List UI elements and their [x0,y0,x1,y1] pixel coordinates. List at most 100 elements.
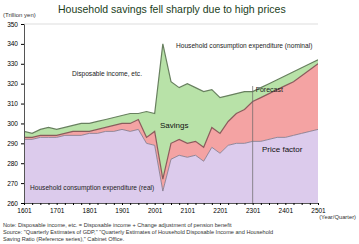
x-tick: 1701 [50,203,65,214]
area-fill [24,129,318,203]
series-label: Household consumption expenditure (nomin… [176,42,312,50]
x-tick-mark [106,203,107,205]
x-tick: 2001 [148,203,163,214]
plot-area [24,44,318,203]
y-tick-label: 300 [7,120,18,127]
x-tick-mark [57,203,58,205]
x-tick [245,203,246,205]
y-tick: 290 [7,140,24,147]
y-tick-mark [21,24,24,25]
x-tick-mark [147,203,148,205]
y-axis-label: (Trillion yen) [3,12,36,18]
y-tick-mark [21,44,24,45]
y-tick: 270 [7,180,24,187]
x-tick-mark [32,203,33,205]
x-tick-mark [285,203,286,205]
x-tick-mark [204,203,205,205]
x-tick-label: 1601 [17,207,32,214]
x-tick [73,203,74,205]
x-tick-mark [49,203,50,205]
y-tick-label: 280 [7,160,18,167]
y-axis: 260 270 280 290 300 310 320 330 340 350 [7,21,24,207]
y-tick-label: 350 [7,21,18,28]
x-tick [130,203,131,205]
y-tick-label: 270 [7,180,18,187]
x-tick [49,203,50,205]
plot-frame [24,24,318,25]
y-tick-mark [21,203,24,204]
x-tick-mark [155,203,156,205]
x-tick [236,203,237,205]
x-tick-mark [179,203,180,205]
y-tick-label: 260 [7,200,18,207]
y-tick: 280 [7,160,24,167]
x-tick [310,203,311,205]
forecast-line [252,86,253,203]
y-tick: 330 [7,60,24,67]
x-tick-mark [24,203,25,205]
x-tick-mark [187,203,188,205]
y-tick: 260 [7,200,24,207]
y-axis-line [21,25,25,204]
annotation: Price factor [262,145,303,154]
x-tick-mark [277,203,278,205]
x-tick-mark [261,203,262,205]
series-label: Household consumption expenditure (real) [30,184,154,192]
x-tick-label: 2201 [213,207,228,214]
x-tick [196,203,197,205]
x-tick: 2101 [181,203,196,214]
x-axis-line [25,204,319,206]
series-label: Disposable income, etc. [72,70,142,78]
annotation: Savings [160,121,188,130]
x-tick-mark [212,203,213,205]
x-tick [65,203,66,205]
x-tick [138,203,139,205]
note: Source: "Quarterly Estimates of GDP," "Q… [3,229,273,235]
y-tick: 300 [7,120,24,127]
x-tick-mark [228,203,229,205]
x-tick [40,203,41,205]
x-tick-mark [310,203,311,205]
annotation: Forecast [256,86,283,93]
x-tick: 2201 [213,203,228,214]
x-tick-label: 2101 [181,207,196,214]
note: Note: Disposable income, etc. = Disposab… [3,222,232,228]
x-tick-label: 2001 [148,207,163,214]
x-tick-mark [253,203,254,205]
series-line [24,64,318,179]
x-tick-label: 2501 [311,207,326,214]
y-tick: 310 [7,100,24,107]
x-tick-label: 2401 [279,207,294,214]
y-tick-mark [21,84,24,85]
x-tick [163,203,164,205]
x-tick-mark [122,203,123,205]
x-tick-mark [220,203,221,205]
title: Household savings fell sharply due to hi… [58,3,286,15]
y-tick-mark [21,64,24,65]
x-tick: 2401 [279,203,294,214]
x-tick-mark [163,203,164,205]
x-tick-mark [73,203,74,205]
x-tick: 2501 [311,203,326,214]
x-axis: 1601170118011901200121012201230124012501 [17,203,326,214]
y-tick-mark [21,143,24,144]
x-tick-mark [318,203,319,205]
x-tick-mark [171,203,172,205]
x-tick-mark [65,203,66,205]
x-tick [261,203,262,205]
x-tick-mark [302,203,303,205]
x-tick-mark [196,203,197,205]
x-tick [106,203,107,205]
y-tick-mark [21,123,24,124]
y-tick-label: 330 [7,60,18,67]
x-tick-mark [294,203,295,205]
y-tick: 350 [7,21,24,28]
x-tick [98,203,99,205]
x-tick [294,203,295,205]
x-tick: 1901 [115,203,130,214]
x-tick [302,203,303,205]
y-tick: 340 [7,40,24,47]
y-tick-label: 320 [7,80,18,87]
x-tick-mark [40,203,41,205]
x-tick-mark [81,203,82,205]
